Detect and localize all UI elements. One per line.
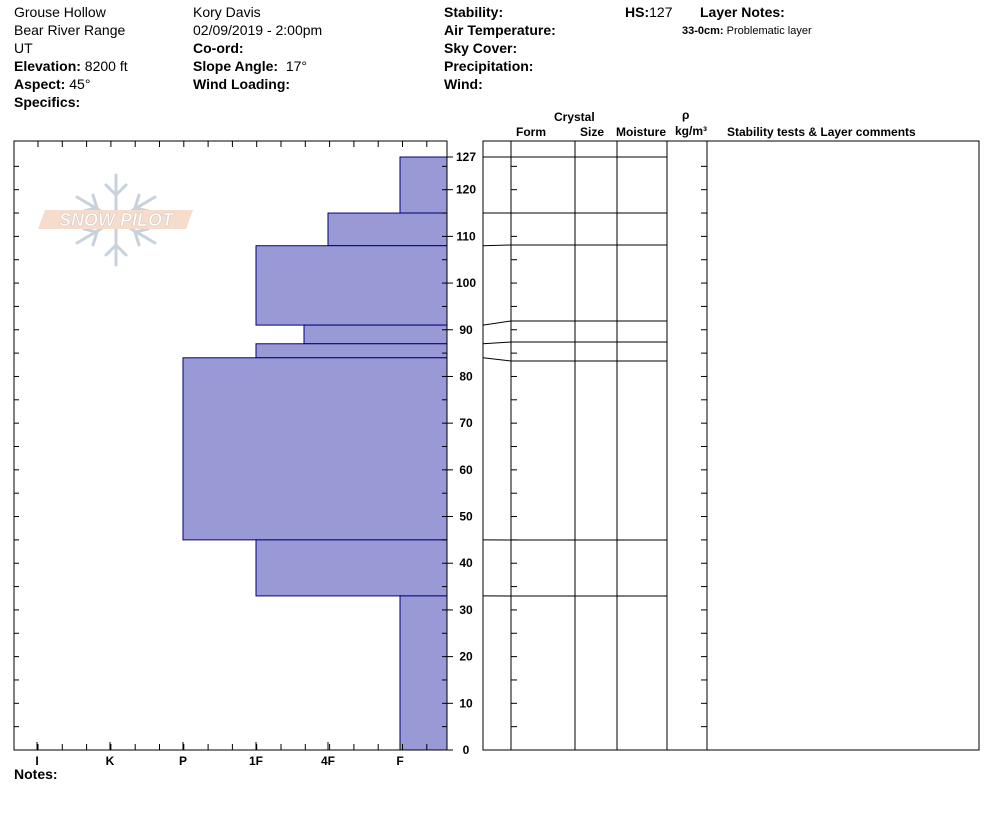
hs-value: 127 bbox=[649, 4, 673, 20]
y-tick-label: 30 bbox=[459, 603, 473, 617]
y-tick-label: 40 bbox=[459, 556, 473, 570]
state: UT bbox=[14, 40, 33, 56]
y-tick-label: 10 bbox=[459, 696, 473, 710]
moisture-header: Moisture bbox=[616, 125, 667, 139]
hs-label: HS: bbox=[625, 4, 650, 20]
layer-connector bbox=[482, 341, 512, 345]
x-tick-label: P bbox=[179, 754, 187, 768]
logo-text: SNOW PILOT bbox=[59, 210, 175, 230]
crystal-header: Crystal bbox=[554, 110, 595, 124]
hardness-layer-bar bbox=[327, 212, 448, 247]
elevation-label: Elevation: bbox=[14, 58, 81, 74]
y-tick-label: 20 bbox=[459, 650, 473, 664]
hardness-layer-bar bbox=[399, 595, 448, 751]
y-tick-label: 60 bbox=[459, 463, 473, 477]
air-temperature-label: Air Temperature: bbox=[444, 22, 556, 38]
layer-notes-label: Layer Notes: bbox=[700, 4, 785, 20]
observer-name: Kory Davis bbox=[193, 4, 261, 20]
chart-frame bbox=[13, 140, 448, 751]
size-header: Size bbox=[580, 125, 605, 139]
hardness-layer-bar bbox=[255, 245, 448, 326]
hardness-profile bbox=[182, 156, 448, 751]
hs: HS:127 bbox=[625, 3, 672, 21]
sky-cover-label: Sky Cover: bbox=[444, 40, 518, 56]
density-header: kg/m³ bbox=[675, 124, 708, 138]
hardness-axis: I K P 1F 4F F bbox=[35, 742, 404, 768]
x-tick-label: F bbox=[396, 754, 403, 768]
slope-angle-label: Slope Angle: bbox=[193, 58, 279, 74]
comments-header: Stability tests & Layer comments bbox=[727, 125, 916, 139]
layer-note-text: Problematic layer bbox=[726, 25, 812, 37]
layer-connector bbox=[482, 357, 512, 362]
x-tick-label: 1F bbox=[249, 754, 263, 768]
hardness-layer-bar bbox=[255, 343, 448, 359]
x-tick-label: I bbox=[35, 754, 38, 768]
y-tick-label: 70 bbox=[459, 416, 473, 430]
hardness-layer-bar bbox=[399, 156, 448, 214]
x-tick-label: K bbox=[106, 754, 115, 768]
slope-angle-value: 17° bbox=[285, 58, 307, 74]
stability-label: Stability: bbox=[444, 4, 504, 20]
depth-axis: 0 10 20 30 40 50 60 70 80 90 100 110 120 127 bbox=[442, 150, 476, 757]
layer-note-depth: 33-0cm: bbox=[682, 25, 724, 37]
specifics-label: Specifics: bbox=[14, 94, 81, 110]
hardness-layer-bar bbox=[255, 539, 448, 597]
wind-loading-label: Wind Loading: bbox=[193, 76, 291, 92]
y-tick-label: 100 bbox=[456, 276, 476, 290]
mountain-range: Bear River Range bbox=[14, 22, 126, 38]
notes-label: Notes: bbox=[14, 766, 58, 782]
layer-connector bbox=[482, 320, 512, 326]
layer-connector bbox=[482, 244, 512, 247]
hardness-layer-bar bbox=[182, 357, 448, 541]
form-header: Form bbox=[516, 125, 546, 139]
y-tick-label: 50 bbox=[459, 510, 473, 524]
precipitation-label: Precipitation: bbox=[444, 58, 534, 74]
layer-table bbox=[482, 140, 980, 751]
y-tick-label: 0 bbox=[463, 743, 470, 757]
observation-datetime: 02/09/2019 - 2:00pm bbox=[193, 22, 323, 38]
y-tick-label: 120 bbox=[456, 183, 476, 197]
x-tick-label: 4F bbox=[321, 754, 335, 768]
chart-border bbox=[13, 140, 448, 751]
layer-note: 33-0cm: Problematic layer bbox=[682, 22, 812, 40]
aspect: Aspect: 45° bbox=[14, 75, 90, 93]
hardness-layer-bar bbox=[303, 324, 448, 345]
aspect-label: Aspect: bbox=[14, 76, 66, 92]
coord-label: Co-ord: bbox=[193, 40, 244, 56]
elevation-value: 8200 ft bbox=[84, 58, 128, 74]
y-tick-label: 80 bbox=[459, 369, 473, 383]
elevation: Elevation: 8200 ft bbox=[14, 57, 128, 75]
snowpilot-logo: SNOW PILOT bbox=[38, 173, 193, 267]
location-name: Grouse Hollow bbox=[14, 4, 106, 20]
slope-angle: Slope Angle: 17° bbox=[193, 57, 307, 75]
rho-header: ρ bbox=[682, 108, 690, 122]
table-border bbox=[482, 140, 980, 751]
aspect-value: 45° bbox=[69, 76, 91, 92]
wind-label: Wind: bbox=[444, 76, 483, 92]
y-tick-label: 110 bbox=[456, 229, 476, 243]
y-tick-label: 90 bbox=[459, 323, 473, 337]
y-tick-label: 127 bbox=[456, 150, 476, 164]
